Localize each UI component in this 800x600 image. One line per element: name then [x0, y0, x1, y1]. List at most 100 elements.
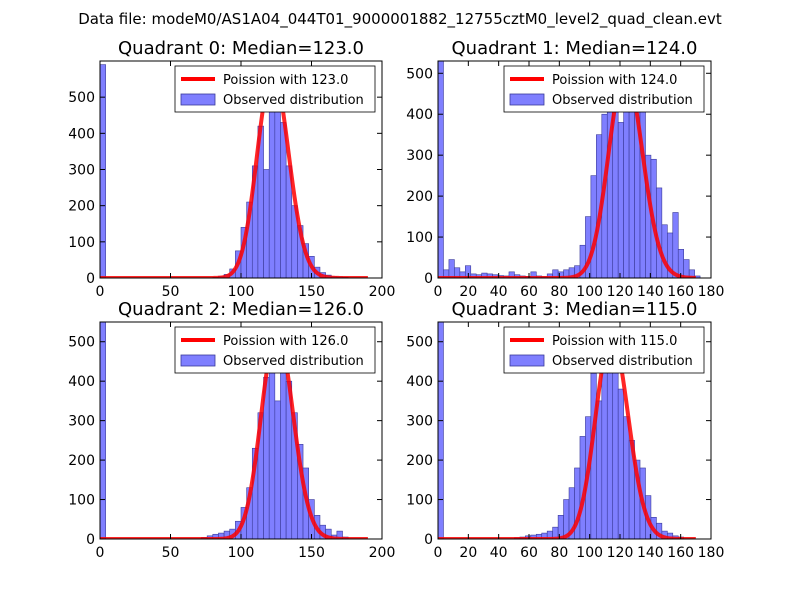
quadrant-0-bar	[280, 122, 287, 278]
quadrant-3-bar	[617, 388, 624, 539]
quadrant-3-bar	[612, 365, 619, 539]
y-tick-label: 100	[406, 230, 433, 246]
quadrant-1-bar	[438, 61, 444, 278]
quadrant-1-bar	[617, 122, 624, 278]
y-tick-label: 0	[424, 532, 433, 548]
quadrant-3-legend: Poission with 115.0 Observed distribution	[503, 326, 705, 374]
y-tick-label: 0	[424, 271, 433, 287]
legend-curve-label: Poission with 124.0	[552, 73, 677, 88]
x-tick-label: 60	[520, 545, 538, 561]
x-tick-label: 40	[490, 545, 508, 561]
quadrant-0-bar	[274, 89, 281, 278]
x-tick-label: 50	[162, 545, 180, 561]
x-tick-label: 20	[459, 284, 477, 300]
quadrant-2-bar	[268, 357, 276, 539]
quadrant-0-title: Quadrant 0: Median=123.0	[118, 38, 364, 59]
quadrant-3-bar	[601, 369, 608, 539]
quadrant-3-title: Quadrant 3: Median=115.0	[452, 299, 698, 320]
y-tick-label: 100	[68, 235, 95, 251]
x-tick-label: 200	[369, 284, 396, 300]
legend-bars-label: Observed distribution	[552, 93, 693, 108]
quadrant-2-title: Quadrant 2: Median=126.0	[118, 299, 364, 320]
x-tick-label: 50	[162, 284, 180, 300]
quadrant-3-panel: Quadrant 3: Median=115.00 20 40 60 80 100 120 1…	[406, 299, 724, 561]
x-tick-label: 20	[459, 545, 477, 561]
quadrant-3-plot-area	[438, 322, 697, 539]
y-tick-label: 300	[68, 163, 95, 179]
x-tick-label: 150	[298, 545, 325, 561]
y-tick-label: 500	[406, 66, 433, 82]
x-tick-label: 100	[576, 545, 603, 561]
quadrant-0-bar	[263, 169, 270, 278]
legend-curve-label: Poission with 126.0	[223, 334, 348, 349]
legend-curve-label: Poission with 123.0	[223, 73, 348, 88]
legend-bars-label: Observed distribution	[223, 93, 364, 108]
x-tick-label: 40	[490, 284, 508, 300]
y-tick-label: 500	[406, 335, 433, 351]
quadrant-1-bar	[448, 259, 455, 278]
x-tick-label: 120	[607, 545, 634, 561]
y-tick-label: 300	[406, 148, 433, 164]
x-tick-label: 0	[96, 284, 105, 300]
quadrant-0-legend: Poission with 123.0 Observed distribution	[174, 65, 376, 113]
y-tick-label: 100	[406, 493, 433, 509]
quadrant-2-poisson-curve	[100, 329, 369, 539]
x-tick-label: 0	[434, 545, 443, 561]
quadrant-2-bar	[100, 322, 106, 539]
quadrant-1-title: Quadrant 1: Median=124.0	[452, 38, 698, 59]
legend-bars-label: Observed distribution	[552, 354, 693, 369]
quadrant-3-bar	[623, 416, 630, 539]
quadrant-0-poisson-curve	[100, 69, 369, 278]
y-tick-label: 200	[406, 189, 433, 205]
figure-title: Data file: modeM0/AS1A04_044T01_90000018…	[78, 10, 722, 29]
x-tick-label: 160	[667, 545, 694, 561]
quadrant-1-panel: Quadrant 1: Median=124.00 20 40 60 80 100 120 1…	[406, 38, 724, 300]
x-tick-label: 180	[698, 284, 725, 300]
quadrant-3-axes-frame	[437, 321, 712, 540]
x-tick-label: 80	[550, 545, 568, 561]
quadrant-1-bar	[623, 89, 630, 278]
quadrant-1-bar	[628, 105, 635, 278]
quadrant-1-bar	[672, 212, 679, 278]
y-tick-label: 200	[406, 453, 433, 469]
quadrant-2-bar	[274, 400, 281, 539]
legend-bars-swatch	[509, 93, 545, 106]
quadrant-2-panel: Quadrant 2: Median=126.0 0 50 100 150 200 0 100…	[68, 299, 395, 561]
legend-bars-label: Observed distribution	[223, 354, 364, 369]
y-tick-label: 500	[68, 90, 95, 106]
quadrant-1-bar	[590, 175, 597, 278]
x-tick-label: 160	[667, 284, 694, 300]
y-tick-label: 100	[68, 493, 95, 509]
x-tick-label: 120	[607, 284, 634, 300]
x-tick-label: 80	[550, 284, 568, 300]
y-tick-label: 400	[68, 374, 95, 390]
quadrant-3-bar	[596, 400, 603, 539]
y-tick-label: 200	[68, 199, 95, 215]
quadrant-1-axes-frame	[437, 60, 712, 279]
quadrant-0-panel: Quadrant 0: Median=123.0 0 50 100 150 200 0 100…	[68, 38, 395, 300]
y-tick-label: 300	[406, 414, 433, 430]
quadrant-0-bar	[100, 64, 106, 278]
x-tick-label: 100	[576, 284, 603, 300]
legend-bars-swatch	[180, 354, 216, 367]
x-tick-label: 140	[637, 284, 664, 300]
y-tick-label: 500	[68, 335, 95, 351]
x-tick-label: 0	[434, 284, 443, 300]
legend-curve-label: Poission with 115.0	[552, 334, 677, 349]
y-tick-label: 400	[406, 374, 433, 390]
y-tick-label: 0	[86, 271, 95, 287]
legend-bars-swatch	[509, 354, 545, 367]
x-tick-label: 150	[298, 284, 325, 300]
quadrant-0-plot-area	[100, 64, 369, 278]
y-tick-label: 400	[68, 126, 95, 142]
quadrant-2-legend: Poission with 126.0 Observed distribution	[174, 326, 376, 374]
x-tick-label: 100	[228, 284, 255, 300]
quadrant-1-bar	[661, 224, 668, 278]
y-tick-label: 200	[68, 453, 95, 469]
quadrant-2-bar	[280, 349, 287, 539]
y-tick-label: 0	[86, 532, 95, 548]
x-tick-label: 0	[96, 545, 105, 561]
quadrant-3-poisson-curve	[438, 333, 697, 539]
legend-bars-swatch	[180, 93, 216, 106]
